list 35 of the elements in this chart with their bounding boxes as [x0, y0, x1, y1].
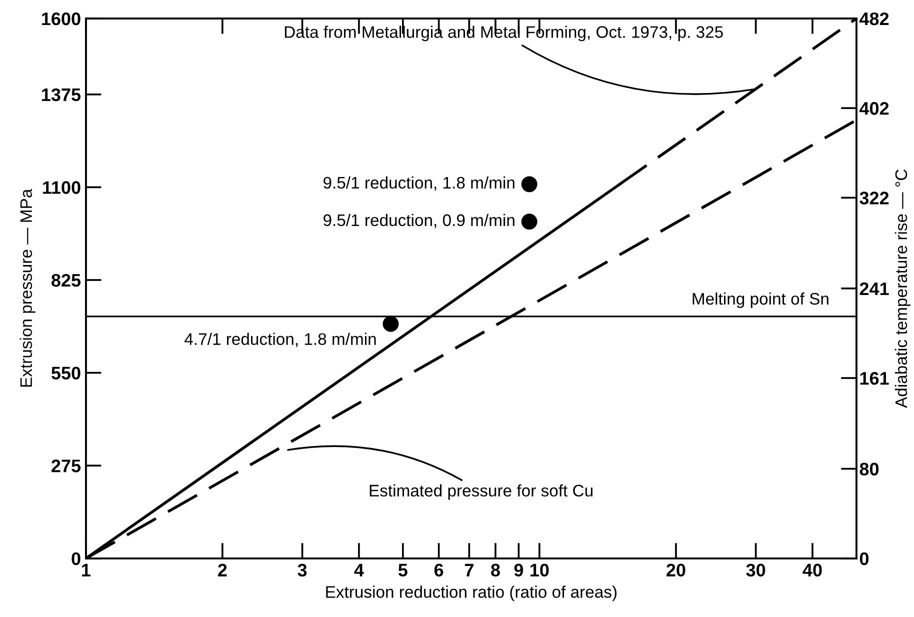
y2-tick-label: 402: [859, 102, 889, 115]
x-tick-label: 1: [82, 564, 90, 576]
x-tick-label: 8: [491, 564, 500, 577]
x-tick-label: 20: [666, 564, 686, 577]
y-tick-label: 1100: [43, 181, 80, 194]
y-tick-label: 1375: [42, 88, 81, 102]
y-tick-label: 0: [72, 552, 80, 566]
x-tick-label: 6: [434, 564, 444, 577]
x-tick-label: 2: [218, 564, 227, 576]
y2-tick-label: 241: [860, 282, 889, 295]
y-tick-label: 825: [52, 274, 81, 287]
x-tick-label: 10: [530, 564, 549, 577]
x-tick-label: 9: [514, 564, 524, 577]
y2-tick-label: 161: [860, 372, 889, 385]
y2-tick-label: 0: [860, 552, 868, 566]
y-tick-label: 275: [52, 460, 81, 472]
x-tick-label: 30: [746, 564, 766, 577]
x-axis-title: Extrusion reduction ratio (ratio of areas): [326, 586, 617, 602]
y2-axis-title: Adiabatic temperature rise — °C: [894, 169, 910, 408]
y2-tick-label: 482: [859, 12, 889, 26]
y-tick-label: 1600: [42, 12, 80, 26]
y-axis-title: Extrusion pressure — MPa: [20, 188, 36, 387]
x-tick-label: 5: [398, 564, 408, 577]
y-tick-label: 550: [51, 366, 80, 380]
y2-tick-label: 322: [860, 192, 889, 204]
annotation: 9.5/1 reduction, 1.8 m/min: [324, 176, 514, 191]
x-tick-label: 7: [464, 564, 474, 576]
x-tick-label: 40: [802, 564, 822, 577]
annotation: 4.7/1 reduction, 1.8 m/min: [184, 332, 376, 347]
x-tick-label: 4: [354, 564, 364, 576]
annotation: Estimated pressure for soft Cu: [370, 484, 592, 500]
x-tick-label: 3: [298, 564, 307, 577]
y2-tick-label: 80: [860, 462, 879, 476]
ref-line-label: Melting point of Sn: [692, 292, 828, 308]
annotation: 9.5/1 reduction, 0.9 m/min: [324, 214, 514, 228]
